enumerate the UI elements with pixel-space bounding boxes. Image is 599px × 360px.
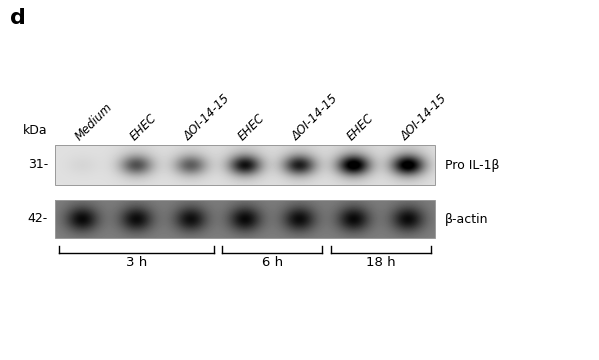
Text: 42-: 42- (28, 212, 48, 225)
Bar (55, 200, 435, 238)
Text: 3 h: 3 h (126, 256, 147, 269)
Text: kDa: kDa (23, 123, 48, 136)
Text: ΔOI-14-15: ΔOI-14-15 (290, 92, 341, 143)
Text: EHEC: EHEC (344, 111, 376, 143)
Text: EHEC: EHEC (127, 111, 159, 143)
Text: 18 h: 18 h (366, 256, 395, 269)
Bar (55, 145, 435, 185)
Text: ΔOI-14-15: ΔOI-14-15 (181, 92, 232, 143)
Text: d: d (10, 8, 26, 28)
Text: 6 h: 6 h (262, 256, 283, 269)
Text: Pro IL-1β: Pro IL-1β (445, 158, 500, 171)
Text: ΔOI-14-15: ΔOI-14-15 (399, 92, 450, 143)
Text: Medium: Medium (73, 100, 116, 143)
Text: EHEC: EHEC (236, 111, 268, 143)
Text: 31-: 31- (28, 158, 48, 171)
Text: β-actin: β-actin (445, 212, 489, 225)
